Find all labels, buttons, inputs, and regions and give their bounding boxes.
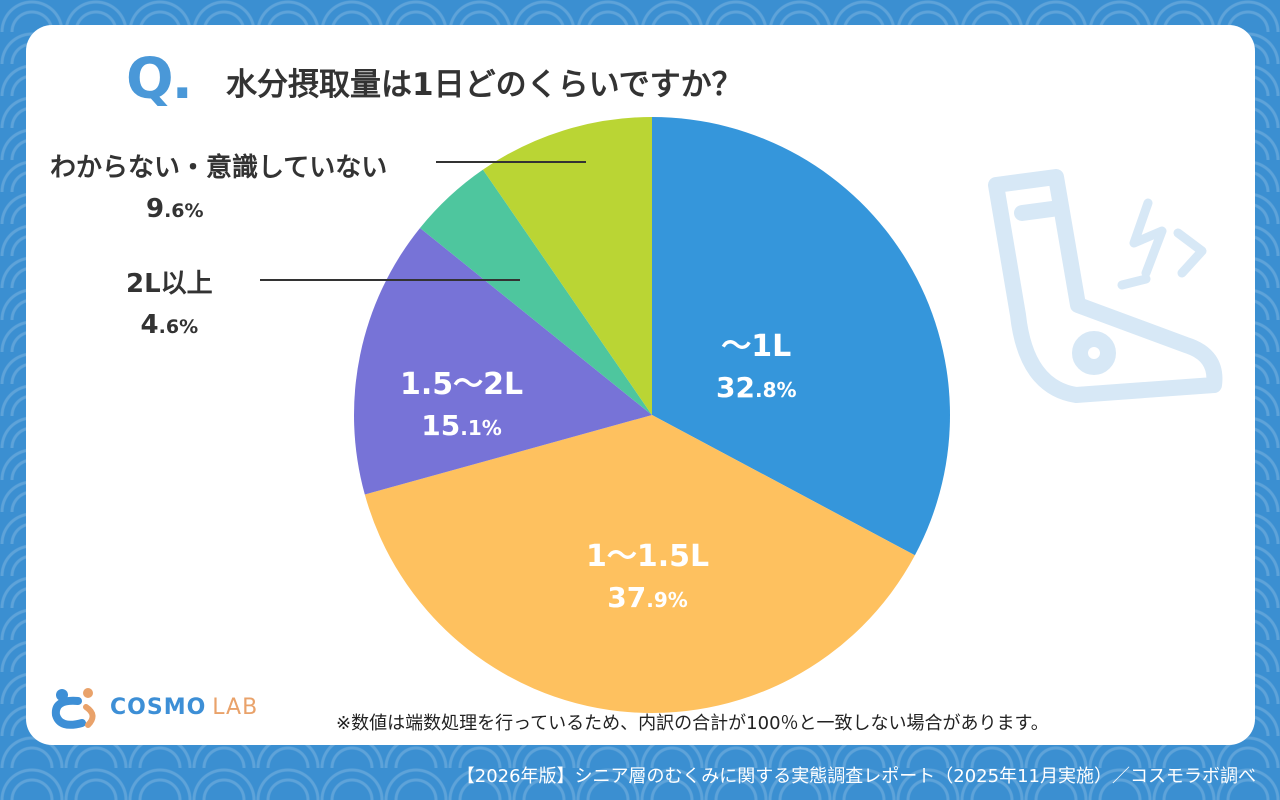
slice-name-2: 1.5〜2L	[400, 367, 524, 402]
rounding-note: ※数値は端数処理を行っているため、内訳の合計が100％と一致しない場合があります…	[336, 713, 1049, 734]
leader-line-4	[436, 161, 586, 163]
slice-name-1: 1〜1.5L	[586, 539, 710, 574]
leader-line-3	[260, 279, 520, 281]
pie-slice-4	[482, 117, 652, 415]
slice-pct-2: 15.1%	[421, 409, 502, 442]
brand-logo: COSMO LAB	[48, 685, 258, 729]
slice-label-0: 〜1L 32.8%	[716, 321, 797, 404]
slice-pct-0: 32.8%	[716, 371, 797, 404]
slice-pct-4: 9.6%	[146, 194, 204, 224]
pie-slice-2	[353, 227, 652, 495]
content-card: Q. 水分摂取量は1日どのくらいですか？ 〜1L 32.8% 1〜1.5L 37…	[26, 25, 1255, 745]
pie-slice-0	[652, 117, 950, 556]
question-title: 水分摂取量は1日どのくらいですか？	[226, 67, 743, 103]
source-footer: 【2026年版】シニア層のむくみに関する実態調査レポート（2025年11月実施）…	[456, 766, 1256, 787]
brand-name: COSMO LAB	[110, 694, 259, 720]
slice-label-4: わからない・意識していない 9.6%	[50, 147, 387, 224]
pie-slice-1	[364, 415, 915, 713]
slice-name-3: 2L以上	[126, 269, 213, 299]
slice-pct-1: 37.9%	[607, 581, 688, 614]
slice-name-0: 〜1L	[721, 329, 792, 364]
slice-name-4: わからない・意識していない	[50, 153, 388, 183]
cosmo-lab-logo-icon	[51, 688, 96, 729]
swollen-foot-icon	[988, 169, 1223, 403]
slice-label-1: 1〜1.5L 37.9%	[586, 531, 709, 614]
question-mark: Q.	[126, 47, 193, 112]
pie-slice-3	[420, 169, 652, 415]
slice-label-3: 2L以上 4.6%	[126, 263, 213, 340]
pie-chart	[353, 117, 950, 713]
slice-label-2: 1.5〜2L 15.1%	[400, 359, 523, 442]
slice-pct-3: 4.6%	[140, 310, 199, 340]
